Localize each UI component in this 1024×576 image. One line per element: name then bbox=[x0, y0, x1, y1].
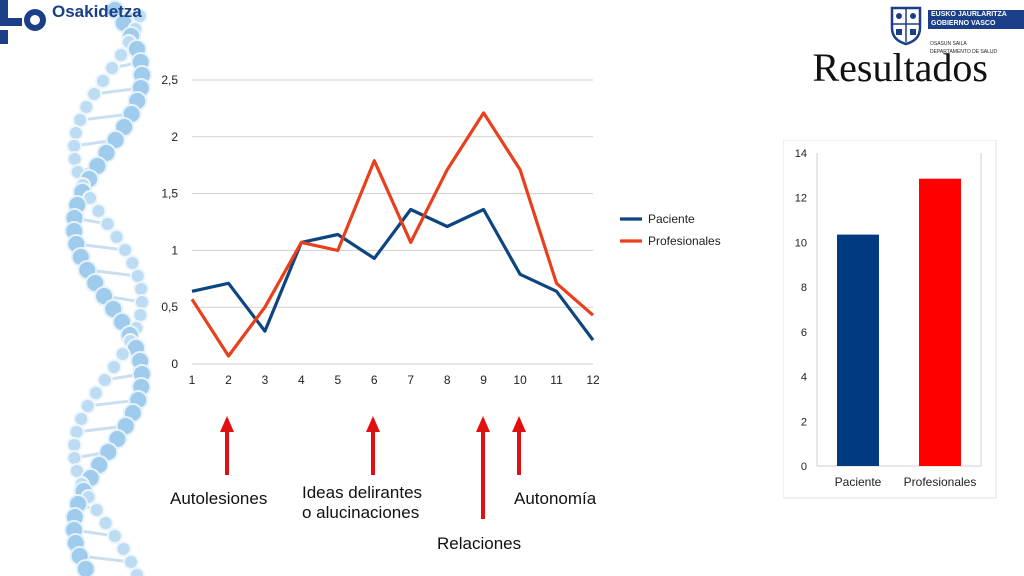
line-chart: 00,511,522,51 2 3 4 5 6 7 8 9 10 11 12PacienteProfe… bbox=[161, 73, 721, 387]
y-tick-label: 12 bbox=[795, 193, 807, 205]
dna-bead bbox=[97, 515, 114, 531]
dna-bead bbox=[104, 60, 121, 76]
x-tick-label: 5 bbox=[334, 373, 341, 387]
x-tick-label: 11 bbox=[550, 373, 563, 387]
x-tick-label: 6 bbox=[371, 373, 378, 387]
dna-bead bbox=[88, 502, 105, 518]
annotation-autolesiones: Autolesiones bbox=[170, 489, 268, 508]
annotation-ideas-line1: Ideas delirantes bbox=[302, 483, 423, 502]
x-tick-label: 2 bbox=[225, 373, 232, 387]
logo-line-1: EUSKO JAURLARITZA bbox=[931, 11, 1007, 18]
dept-line-1: OSASUN SAILA bbox=[930, 41, 967, 47]
dept-line-2: DEPARTAMENTO DE SALUD bbox=[930, 49, 998, 55]
annotation-ideas: Ideas delirantes o alucinaciones bbox=[302, 483, 422, 523]
dna-bead bbox=[117, 242, 134, 258]
coat-of-arms-icon bbox=[890, 6, 922, 46]
department-name: OSASUN SAILA DEPARTAMENTO DE SALUD bbox=[930, 40, 997, 56]
bar-profesionales bbox=[919, 178, 961, 467]
y-tick-label: 0 bbox=[801, 461, 807, 473]
dna-bead bbox=[90, 203, 107, 219]
arrow-autolesiones bbox=[220, 416, 234, 475]
x-tick-label: 9 bbox=[480, 373, 487, 387]
series-line-paciente bbox=[191, 207, 595, 342]
dna-bead bbox=[87, 385, 104, 401]
dna-bead bbox=[124, 255, 141, 271]
x-tick-label: 4 bbox=[298, 373, 305, 387]
legend-label: Profesionales bbox=[648, 234, 721, 248]
dna-bead bbox=[99, 216, 116, 232]
logo-line-2: GOBIERNO VASCO bbox=[931, 19, 996, 27]
dna-bead bbox=[75, 559, 96, 576]
x-tick-label: 3 bbox=[262, 373, 269, 387]
x-tick-label: 10 bbox=[513, 373, 527, 387]
x-tick-label: 8 bbox=[444, 373, 451, 387]
bar-paciente bbox=[837, 234, 879, 466]
bar-chart: 0 2 4 6 8 10 12 14 Paciente Profesionales bbox=[783, 140, 997, 499]
legend-label: Paciente bbox=[648, 212, 695, 226]
annotation-autonomia: Autonomía bbox=[514, 489, 597, 508]
y-tick-label: 1,5 bbox=[161, 187, 178, 201]
x-tick-label: 1 bbox=[189, 373, 196, 387]
page-title: Resultados bbox=[812, 45, 988, 90]
y-tick-label: 10 bbox=[795, 237, 807, 249]
y-tick-label: 0,5 bbox=[161, 300, 178, 314]
dna-bead bbox=[115, 541, 132, 557]
dna-bead bbox=[108, 229, 125, 245]
dna-bead bbox=[106, 528, 123, 544]
dna-strand-decoration bbox=[64, 0, 152, 576]
y-tick-label: 1 bbox=[171, 243, 178, 257]
y-tick-label: 6 bbox=[801, 327, 807, 339]
y-tick-label: 2 bbox=[801, 416, 807, 428]
arrow-ideas bbox=[366, 416, 380, 475]
dna-bead bbox=[128, 567, 145, 576]
y-tick-label: 4 bbox=[801, 372, 807, 384]
y-tick-label: 2 bbox=[171, 130, 178, 144]
dna-helix bbox=[64, 0, 152, 576]
x-category-label: Profesionales bbox=[904, 475, 977, 489]
y-tick-label: 8 bbox=[801, 282, 807, 294]
arrow-relaciones bbox=[476, 416, 490, 519]
dna-bead bbox=[94, 73, 111, 89]
annotation-relaciones: Relaciones bbox=[437, 534, 522, 553]
arrow-autonomia bbox=[512, 416, 526, 475]
dna-bead bbox=[105, 359, 122, 375]
y-tick-label: 14 bbox=[795, 148, 807, 160]
dna-bead bbox=[113, 47, 130, 63]
dna-bead bbox=[123, 554, 140, 570]
y-tick-label: 0 bbox=[171, 357, 178, 371]
series-line-profesionales bbox=[190, 111, 595, 358]
osakidetza-logo: Osakidetza bbox=[0, 0, 150, 50]
gobierno-vasco-logo: EUSKO JAURLARITZA GOBIERNO VASCO OSASUN … bbox=[886, 2, 1024, 58]
dna-bead bbox=[96, 372, 113, 388]
gobierno-vasco-name: EUSKO JAURLARITZA GOBIERNO VASCO bbox=[928, 10, 1024, 29]
osakidetza-logo-icon bbox=[0, 0, 46, 44]
y-tick-label: 2,5 bbox=[161, 73, 178, 87]
x-category-label: Paciente bbox=[835, 475, 882, 489]
dna-bead bbox=[79, 398, 96, 414]
osakidetza-logo-text: Osakidetza bbox=[52, 2, 142, 21]
dna-bead bbox=[86, 86, 103, 102]
annotation-ideas-line2: o alucinaciones bbox=[302, 503, 420, 522]
x-tick-label: 7 bbox=[407, 373, 414, 387]
x-tick-label: 12 bbox=[586, 373, 600, 387]
dna-bead bbox=[114, 346, 131, 362]
dna-bead bbox=[78, 99, 95, 115]
